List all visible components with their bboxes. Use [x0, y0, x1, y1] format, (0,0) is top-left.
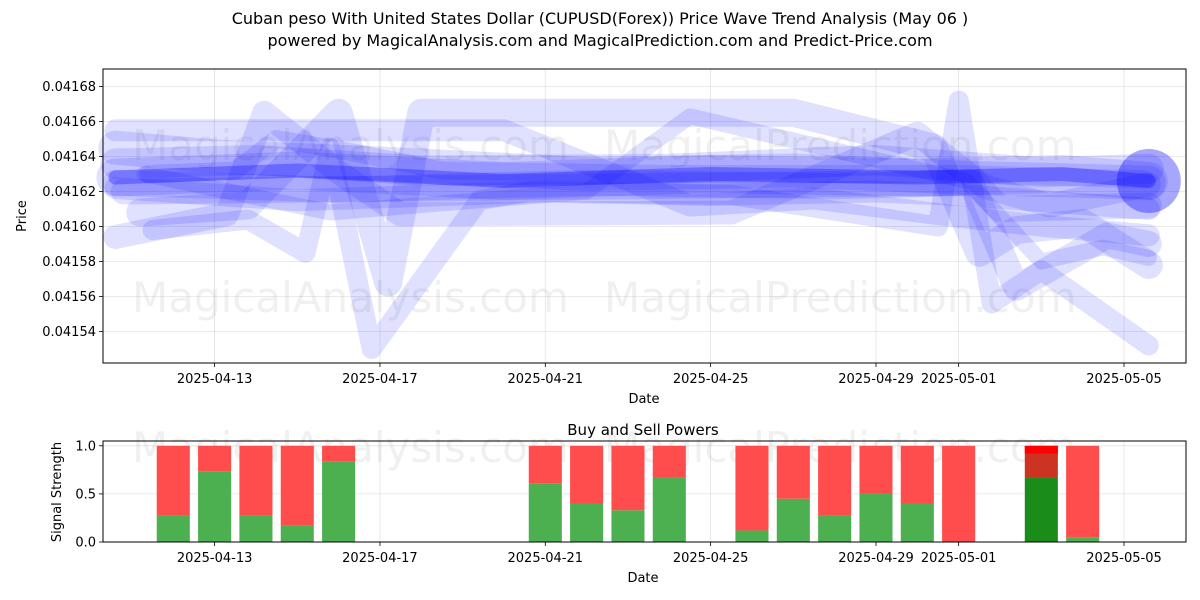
powers-y-tick-label: 1.0 — [75, 439, 96, 454]
price-x-tick-label: 2025-05-05 — [1086, 372, 1162, 387]
sell-power-bar — [198, 445, 232, 472]
price-wave-band — [98, 130, 1166, 200]
price-wave-core — [108, 163, 1156, 188]
sell-power-bar — [735, 445, 769, 531]
powers-x-tick-label: 2025-04-21 — [508, 551, 584, 566]
sell-power-bar — [570, 445, 604, 504]
sell-power-bar — [942, 445, 976, 542]
buy-power-bar — [859, 493, 893, 542]
powers-bars — [156, 445, 1100, 542]
price-wave-band — [110, 169, 1162, 301]
powers-y-ticks: 0.0 0.5 1.0 — [75, 439, 103, 551]
price-x-tick-label: 2025-04-21 — [508, 372, 584, 387]
price-x-tick-label: 2025-04-29 — [838, 372, 914, 387]
powers-x-axis-label: Date — [627, 571, 658, 586]
sell-power-bar — [900, 445, 934, 504]
buy-power-bar — [652, 477, 686, 542]
watermark-prediction-mid: MagicalPrediction.com — [604, 273, 1077, 322]
buy-power-bar — [280, 525, 314, 542]
chart-subtitle: powered by MagicalAnalysis.com and Magic… — [267, 31, 933, 50]
powers-x-tick-label: 2025-05-01 — [921, 551, 997, 566]
sell-power-bar — [322, 445, 356, 462]
price-x-tick-label: 2025-05-01 — [921, 372, 997, 387]
sell-power-bar — [859, 445, 893, 494]
buy-power-bar — [776, 498, 810, 542]
sell-power-bar — [156, 445, 190, 516]
price-grid — [103, 69, 1186, 363]
price-wave-endpoint — [1116, 149, 1181, 213]
price-x-tick-label: 2025-04-13 — [177, 372, 253, 387]
sell-power-bar — [239, 445, 273, 516]
powers-y-tick-label: 0.0 — [75, 536, 96, 551]
price-wave-band — [104, 119, 1160, 247]
watermark-analysis-mid: MagicalAnalysis.com — [132, 273, 569, 322]
price-y-tick-label: 0.04162 — [42, 185, 96, 200]
price-x-tick-label: 2025-04-25 — [673, 372, 749, 387]
buy-power-bar — [1024, 477, 1058, 542]
price-y-tick-label: 0.04154 — [42, 325, 96, 340]
price-y-tick-label: 0.04158 — [42, 255, 96, 270]
price-x-axis-label: Date — [628, 392, 659, 407]
price-wave-band — [126, 98, 1163, 297]
buy-power-bar — [1066, 537, 1100, 542]
price-wave-band — [102, 169, 1162, 222]
powers-y-tick-label: 0.5 — [75, 487, 96, 502]
powers-x-tick-label: 2025-04-17 — [342, 551, 418, 566]
price-y-tick-label: 0.04160 — [42, 220, 96, 235]
price-y-tick-label: 0.04168 — [42, 80, 96, 95]
buy-power-bar — [900, 503, 934, 542]
price-y-tick-label: 0.04166 — [42, 115, 96, 130]
price-wave-band — [103, 100, 1161, 249]
buy-power-bar — [528, 483, 562, 542]
powers-x-tick-label: 2025-04-25 — [673, 551, 749, 566]
price-wave-band — [139, 130, 1154, 189]
price-y-tick-label: 0.04164 — [42, 150, 96, 165]
buy-power-bar — [239, 515, 273, 542]
sell-power-bar — [818, 445, 852, 516]
price-plot-frame — [102, 68, 1187, 364]
buy-power-bar — [818, 515, 852, 542]
buy-power-bar — [611, 510, 645, 542]
price-x-tick-label: 2025-04-17 — [342, 372, 418, 387]
watermark-prediction-top: MagicalPrediction.com — [604, 121, 1077, 170]
price-y-ticks: 0.04154 0.04156 0.04158 0.04160 0.04162 0.041… — [42, 80, 103, 340]
sell-power-bar — [611, 445, 645, 511]
watermark-analysis-top: MagicalAnalysis.com — [132, 121, 569, 170]
sell-power-bar — [776, 445, 810, 499]
powers-x-tick-label: 2025-04-29 — [838, 551, 914, 566]
price-wave-band — [142, 90, 1159, 359]
buy-power-bar — [156, 515, 190, 542]
powers-y-axis-label: Signal Strength — [50, 442, 65, 542]
watermarks: MagicalAnalysis.com MagicalPrediction.co… — [132, 121, 1077, 472]
price-wave-band — [136, 108, 1157, 270]
price-x-ticks: 2025-04-13 2025-04-17 2025-04-21 2025-04-25… — [177, 363, 1162, 387]
buy-power-bar — [198, 471, 232, 542]
price-wave-band — [96, 151, 1168, 200]
powers-title: Buy and Sell Powers — [567, 421, 719, 439]
powers-x-tick-label: 2025-04-13 — [177, 551, 253, 566]
sell-power-bar — [1066, 445, 1100, 538]
sell-power-bar-cap — [1024, 445, 1058, 454]
powers-x-tick-label: 2025-05-05 — [1086, 551, 1162, 566]
sell-power-bar — [528, 445, 562, 484]
buy-power-bar — [322, 461, 356, 542]
powers-plot-frame — [102, 440, 1187, 543]
price-wave-band — [100, 145, 1164, 188]
price-y-axis-label: Price — [15, 200, 30, 232]
price-y-tick-label: 0.04156 — [42, 290, 96, 305]
sell-power-bar — [280, 445, 314, 526]
chart-title: Cuban peso With United States Dollar (CU… — [231, 9, 969, 28]
buy-power-bar — [570, 503, 604, 542]
powers-x-ticks: 2025-04-13 2025-04-17 2025-04-21 2025-04-25… — [177, 542, 1162, 566]
price-wave-band — [104, 177, 1160, 220]
buy-power-bar — [735, 530, 769, 542]
sell-power-bar — [652, 445, 686, 478]
price-waves — [96, 90, 1181, 359]
